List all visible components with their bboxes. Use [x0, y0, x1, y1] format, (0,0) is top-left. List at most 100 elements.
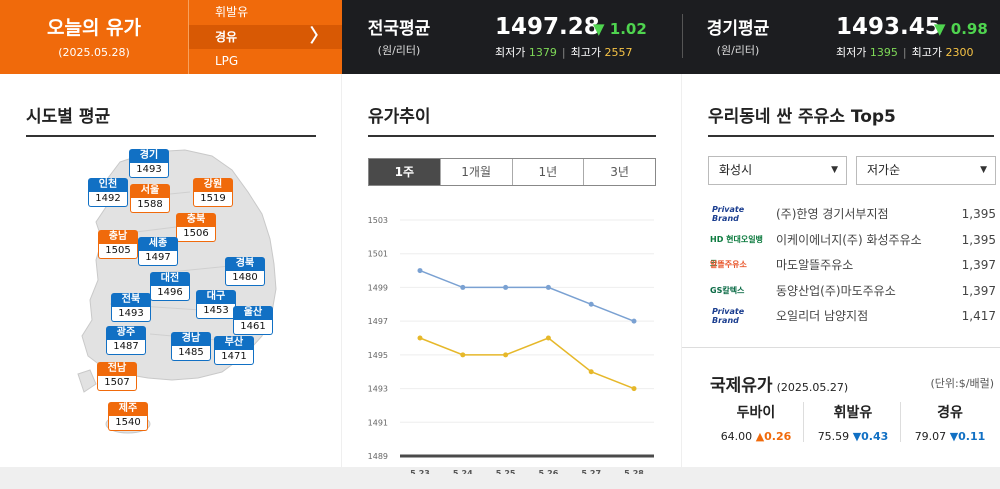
x-tick-label: 5.27: [581, 469, 601, 474]
y-tick-label: 1501: [368, 250, 388, 259]
intl-item-values: 75.59 ▼0.43: [805, 430, 901, 443]
data-point: [503, 352, 509, 358]
region-marker[interactable]: 경남 1485: [171, 332, 211, 362]
y-tick-label: 1497: [368, 317, 388, 326]
y-tick-label: 1499: [368, 283, 388, 292]
tab-1month[interactable]: 1개월: [439, 159, 512, 185]
region-value: 1519: [193, 192, 233, 207]
chevron-right-icon: 〉: [310, 25, 328, 47]
series-line-0: [419, 269, 635, 322]
data-point: [417, 268, 423, 274]
national-change: ▼ 1.02: [593, 20, 647, 38]
region-marker[interactable]: 전북 1493: [111, 293, 151, 323]
region-value: 1461: [233, 320, 273, 335]
national-min-label: 최저가: [495, 46, 526, 59]
station-row[interactable]: Private Brand 오일리더 남양지점 1,417: [710, 304, 1000, 328]
tab-1year[interactable]: 1년: [511, 159, 584, 185]
price-trend-chart: 1503 1501 1499 1497 1495 1493 1491 1489 5.23 5.24…: [368, 216, 654, 474]
intl-item-values: 79.07 ▼0.11: [902, 430, 998, 443]
region-marker[interactable]: 충북 1506: [176, 213, 216, 243]
data-point: [631, 386, 637, 392]
data-point: [545, 284, 551, 290]
tab-lpg[interactable]: LPG: [215, 54, 239, 69]
intl-item: 경유 79.07 ▼0.11: [902, 402, 998, 443]
brand-logo-icon: 알뜰주유소: [710, 260, 747, 269]
region-value: 1505: [98, 244, 138, 259]
intl-unit: (단위:$/배럴): [930, 377, 994, 390]
regional-title: 시도별 평균: [26, 107, 111, 127]
sort-select[interactable]: 저가순 ▼: [856, 156, 996, 185]
station-row[interactable]: HD 현대오일뱅크 이케이에너지(주) 화성주유소 1,395: [710, 228, 1000, 268]
today-title: 오늘의 유가: [46, 17, 141, 39]
region-marker[interactable]: 강원 1519: [193, 178, 233, 208]
national-min: 1379: [528, 46, 557, 59]
caret-down-icon: ▼: [831, 165, 838, 175]
data-point: [417, 335, 423, 341]
region-marker[interactable]: 울산 1461: [233, 306, 273, 336]
region-marker[interactable]: 대구 1453: [196, 290, 236, 320]
national-average: 전국평균 (원/리터) 1497.28 ▼ 1.02 최저가 1379 | 최고가 …: [355, 0, 675, 74]
region-marker[interactable]: 전남 1507: [97, 362, 137, 392]
x-tick-label: 5.28: [624, 469, 644, 474]
city-select-value: 화성시: [719, 163, 753, 177]
region-name: 대구: [196, 290, 236, 304]
tab-1week[interactable]: 1주: [369, 159, 440, 185]
region-marker[interactable]: 제주 1540: [108, 402, 148, 432]
region-marker[interactable]: 서울 1588: [130, 184, 170, 214]
region-value: 1485: [171, 346, 211, 361]
station-name: 마도알뜰주유소: [776, 258, 854, 272]
data-point: [588, 369, 594, 375]
region-value: 1588: [130, 198, 170, 213]
national-max-label: 최고가: [570, 46, 601, 59]
region-marker[interactable]: 인천 1492: [88, 178, 128, 208]
region-marker[interactable]: 충남 1505: [98, 230, 138, 260]
intl-separator: [900, 402, 901, 442]
national-unit: (원/리터): [377, 44, 421, 57]
intl-date: (2025.05.27): [776, 381, 849, 394]
x-tick-label: 5.26: [539, 469, 559, 474]
station-row[interactable]: Private Brand (주)한영 경기서부지점 1,395: [710, 202, 1000, 226]
station-name: 동양산업(주)마도주유소: [776, 283, 896, 298]
region-marker[interactable]: 경기 1493: [129, 149, 169, 179]
region-name: 경북: [225, 257, 265, 271]
national-price: 1497.28: [495, 14, 600, 40]
data-point: [460, 352, 466, 358]
station-name: 이케이에너지(주) 화성주유소: [776, 232, 922, 247]
region-value: 1497: [138, 251, 178, 266]
region-name: 충북: [176, 213, 216, 227]
region-marker[interactable]: 경북 1480: [225, 257, 265, 287]
region-marker[interactable]: 대전 1496: [150, 272, 190, 302]
national-max: 2557: [604, 46, 633, 59]
region-marker[interactable]: 부산 1471: [214, 336, 254, 366]
data-point: [588, 301, 594, 307]
region-name: 울산: [233, 306, 273, 320]
gyeonggi-max: 2300: [945, 46, 974, 59]
region-marker[interactable]: 세종 1497: [138, 237, 178, 267]
tab-3year[interactable]: 3년: [583, 159, 655, 185]
gyeonggi-average: 경기평균 (원/리터) 1493.45 ▼ 0.98 최저가 1395 | 최고가 …: [696, 0, 1000, 74]
region-value: 1540: [108, 416, 148, 431]
gyeonggi-label: 경기평균: [706, 19, 770, 39]
region-name: 제주: [108, 402, 148, 416]
today-price-box: 오늘의 유가 (2025.05.28): [0, 0, 188, 74]
tab-diesel[interactable]: 경유 〉: [189, 24, 342, 50]
y-tick-label: 1489: [368, 452, 388, 461]
city-select[interactable]: 화성시 ▼: [708, 156, 847, 185]
tab-gasoline[interactable]: 휘발유: [215, 5, 249, 19]
intl-item-name: 휘발유: [833, 405, 873, 421]
region-value: 1487: [106, 340, 146, 355]
trend-title: 유가추이: [368, 107, 431, 127]
region-name: 대전: [150, 272, 190, 286]
gyeonggi-max-label: 최고가: [911, 46, 942, 59]
y-tick-label: 1503: [368, 216, 388, 225]
station-row[interactable]: GS칼텍스 동양산업(주)마도주유소 1,397: [710, 279, 1000, 303]
region-value: 1492: [88, 192, 128, 207]
gyeonggi-price: 1493.45: [836, 14, 941, 40]
intl-item-name: 두바이: [736, 405, 776, 421]
region-name: 경기: [129, 149, 169, 163]
station-name: (주)한영 경기서부지점: [776, 207, 889, 221]
region-name: 인천: [88, 178, 128, 192]
region-marker[interactable]: 광주 1487: [106, 326, 146, 356]
station-row[interactable]: 알뜰주유소 마도알뜰주유소 1,397: [710, 253, 1000, 277]
station-price: 1,417: [961, 309, 996, 323]
